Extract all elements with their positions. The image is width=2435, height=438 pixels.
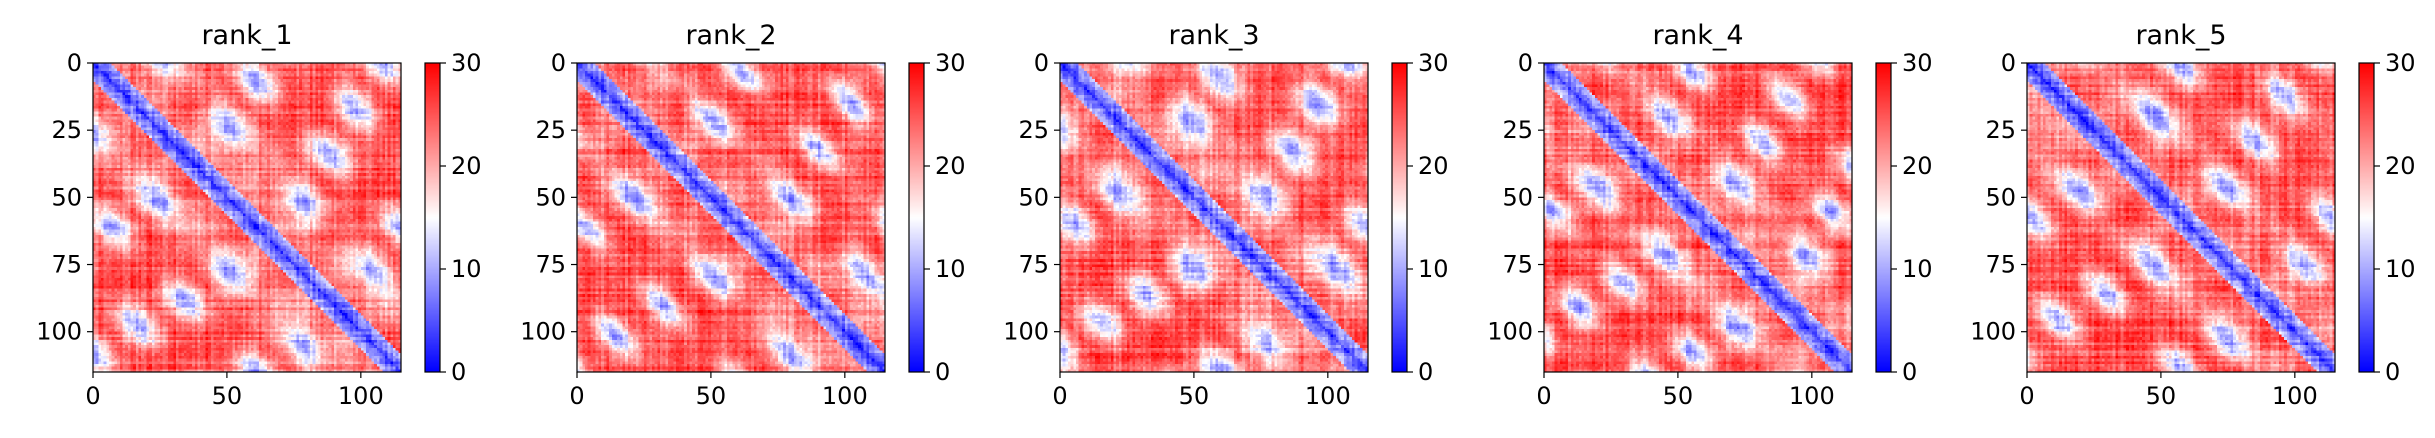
heatmap-panel-3: rank_3 0 50 100 0 25 50 75 100 0 10 20 30 bbox=[1003, 20, 1448, 410]
colorbar-gradient bbox=[1392, 63, 1407, 372]
colorbar-tick-label: 30 bbox=[2385, 49, 2416, 77]
colorbar-tick-label: 10 bbox=[1902, 255, 1933, 283]
colorbar-tick-label: 0 bbox=[2385, 358, 2400, 386]
colorbar-tick-label: 20 bbox=[2385, 152, 2416, 180]
colorbar-tick-label: 20 bbox=[1902, 152, 1933, 180]
x-tick-label: 50 bbox=[1663, 382, 1694, 410]
plot-frame bbox=[1059, 62, 1369, 373]
y-tick-label: 0 bbox=[2001, 49, 2016, 77]
colorbar-tick-label: 10 bbox=[451, 255, 482, 283]
y-tick-label: 100 bbox=[1003, 318, 1049, 346]
colorbar-frame bbox=[1875, 62, 1892, 373]
heatmap-image bbox=[2027, 63, 2335, 372]
colorbar-tick-label: 30 bbox=[1418, 49, 1449, 77]
y-tick-label: 100 bbox=[520, 318, 566, 346]
y-tick-label: 50 bbox=[51, 183, 82, 211]
y-tick-label: 0 bbox=[551, 49, 566, 77]
heatmap-image bbox=[1544, 63, 1852, 372]
colorbar-tick-label: 20 bbox=[1418, 152, 1449, 180]
heatmap-image bbox=[577, 63, 885, 372]
colorbar-tick-label: 10 bbox=[2385, 255, 2416, 283]
panel-title: rank_2 bbox=[685, 20, 776, 51]
x-tick-label: 50 bbox=[212, 382, 243, 410]
x-tick-label: 100 bbox=[338, 382, 384, 410]
y-tick-label: 75 bbox=[51, 251, 82, 279]
colorbar-tick-label: 10 bbox=[935, 255, 966, 283]
panel-title: rank_5 bbox=[2135, 20, 2226, 51]
x-tick-label: 100 bbox=[1789, 382, 1835, 410]
y-tick-label: 75 bbox=[1985, 251, 2016, 279]
y-tick-label: 75 bbox=[1502, 251, 1533, 279]
y-tick-label: 25 bbox=[1985, 116, 2016, 144]
y-tick-label: 0 bbox=[1518, 49, 1533, 77]
colorbar-frame bbox=[424, 62, 441, 373]
colorbar-tick-label: 0 bbox=[935, 358, 950, 386]
panel-title: rank_1 bbox=[201, 20, 292, 51]
y-tick-label: 25 bbox=[1502, 116, 1533, 144]
colorbar-tick-label: 0 bbox=[1902, 358, 1917, 386]
panel-title: rank_3 bbox=[1168, 20, 1259, 51]
colorbar-frame bbox=[908, 62, 925, 373]
x-tick-label: 100 bbox=[2272, 382, 2318, 410]
colorbar-tick-label: 20 bbox=[451, 152, 482, 180]
y-tick-label: 0 bbox=[1034, 49, 1049, 77]
y-tick-label: 100 bbox=[36, 318, 82, 346]
y-tick-label: 75 bbox=[535, 251, 566, 279]
y-tick-label: 25 bbox=[1018, 116, 1049, 144]
x-tick-label: 0 bbox=[1536, 382, 1551, 410]
plot-frame bbox=[1543, 62, 1853, 373]
colorbar-gradient bbox=[909, 63, 924, 372]
y-tick-label: 25 bbox=[535, 116, 566, 144]
plot-frame bbox=[92, 62, 402, 373]
y-tick-label: 50 bbox=[1985, 183, 2016, 211]
x-tick-label: 0 bbox=[85, 382, 100, 410]
colorbar-tick-label: 0 bbox=[1418, 358, 1433, 386]
x-tick-label: 100 bbox=[1305, 382, 1351, 410]
heatmap-panel-1: rank_1 0 50 100 0 25 50 75 100 0 10 20 30 bbox=[36, 20, 481, 410]
colorbar-tick-label: 10 bbox=[1418, 255, 1449, 283]
heatmap-panel-4: rank_4 0 50 100 0 25 50 75 100 0 10 20 30 bbox=[1487, 20, 1932, 410]
x-tick-label: 0 bbox=[1052, 382, 1067, 410]
colorbar-tick-label: 30 bbox=[935, 49, 966, 77]
x-tick-label: 100 bbox=[822, 382, 868, 410]
colorbar-frame bbox=[1391, 62, 1408, 373]
colorbar-tick-label: 20 bbox=[935, 152, 966, 180]
y-tick-label: 50 bbox=[1018, 183, 1049, 211]
colorbar-tick-label: 30 bbox=[451, 49, 482, 77]
x-tick-label: 50 bbox=[696, 382, 727, 410]
heatmap-panel-5: rank_5 0 50 100 0 25 50 75 100 0 10 20 30 bbox=[1970, 20, 2415, 410]
plot-frame bbox=[2026, 62, 2336, 373]
y-tick-label: 100 bbox=[1970, 318, 2016, 346]
heatmap-panel-2: rank_2 0 50 100 0 25 50 75 100 0 10 20 30 bbox=[520, 20, 965, 410]
colorbar-tick-label: 30 bbox=[1902, 49, 1933, 77]
colorbar-gradient bbox=[1876, 63, 1891, 372]
colorbar-gradient bbox=[2359, 63, 2374, 372]
x-tick-label: 0 bbox=[569, 382, 584, 410]
x-tick-label: 50 bbox=[2146, 382, 2177, 410]
plot-frame bbox=[576, 62, 886, 373]
colorbar-gradient bbox=[425, 63, 440, 372]
x-tick-label: 0 bbox=[2019, 382, 2034, 410]
x-tick-label: 50 bbox=[1179, 382, 1210, 410]
y-tick-label: 100 bbox=[1487, 318, 1533, 346]
y-tick-label: 50 bbox=[1502, 183, 1533, 211]
colorbar-frame bbox=[2358, 62, 2375, 373]
panel-title: rank_4 bbox=[1652, 20, 1743, 51]
y-tick-label: 50 bbox=[535, 183, 566, 211]
y-tick-label: 0 bbox=[67, 49, 82, 77]
y-tick-label: 75 bbox=[1018, 251, 1049, 279]
colorbar-tick-label: 0 bbox=[451, 358, 466, 386]
heatmap-image bbox=[1060, 63, 1368, 372]
y-tick-label: 25 bbox=[51, 116, 82, 144]
heatmap-image bbox=[93, 63, 401, 372]
